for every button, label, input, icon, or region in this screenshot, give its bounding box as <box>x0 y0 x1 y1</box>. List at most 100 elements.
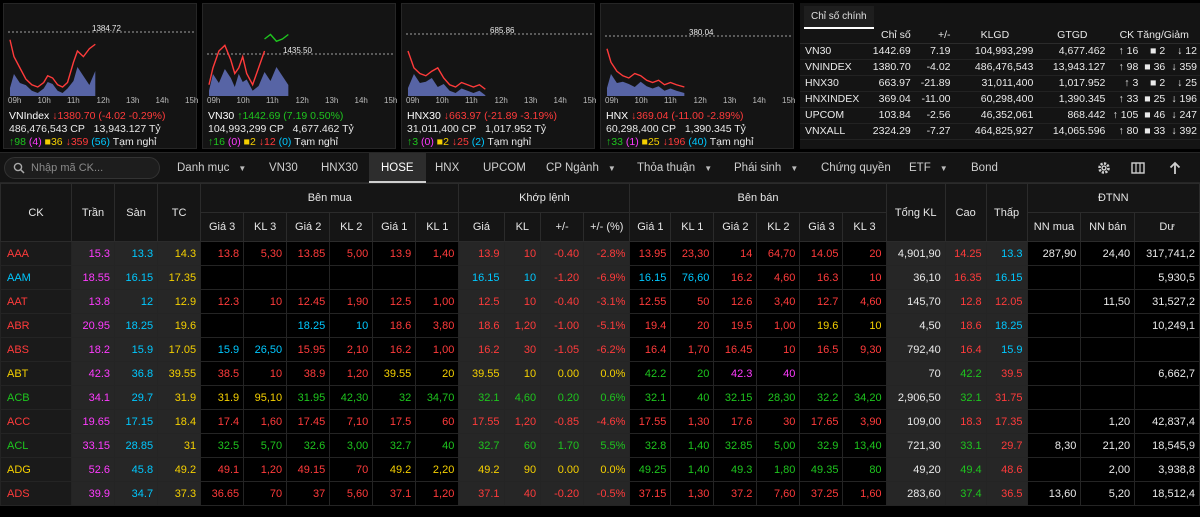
index-name: HNXINDEX <box>800 91 863 108</box>
tab-hnx30[interactable]: HNX30 <box>321 153 358 183</box>
bid2-price: 37 <box>286 481 331 506</box>
col-ceiling[interactable]: Trần <box>71 183 116 242</box>
table-row[interactable]: ABS 18.2 15.9 17.05 15.9 26,50 15.95 2,10 16.2 1,… <box>0 337 1200 362</box>
subcol-5[interactable]: KL 1 <box>415 212 460 242</box>
summary-row[interactable]: HNX30 663.97 -21.89 31,011,400 1,017.952 ↑ 3 ■… <box>800 75 1200 92</box>
foreign-sell: 2,00 <box>1080 457 1136 482</box>
match-volume: 10 <box>503 265 542 290</box>
tab-etf[interactable]: ETF ▼ <box>909 153 948 183</box>
subcol-15[interactable]: KL 3 <box>842 212 887 242</box>
advancers: ↑ 33 <box>1108 91 1142 108</box>
subcol-11[interactable]: KL 1 <box>670 212 715 242</box>
tab-upcom[interactable]: UPCOM <box>483 153 526 183</box>
subcol-16[interactable]: NN mua <box>1026 212 1082 242</box>
subcol-10[interactable]: Giá 1 <box>629 212 672 242</box>
summary-row[interactable]: UPCOM 103.84 -2.56 46,352,061 868.442 ↑ 105 ■ … <box>800 107 1200 124</box>
index-card-hnx[interactable]: 380.04 09h 10h 11h 12h 13h 14h 15h HNX ↓369.04 (… <box>600 3 795 149</box>
table-row[interactable]: ACB 34.1 29.7 31.9 31.9 95,10 31.95 42,30 32 34,7… <box>0 385 1200 410</box>
match-volume: 4,60 <box>503 385 542 410</box>
match-change-pct: -3.1% <box>583 289 631 314</box>
match-volume: 60 <box>503 433 542 458</box>
col-low[interactable]: Thấp <box>985 183 1028 242</box>
stock-search[interactable] <box>4 157 160 179</box>
search-input[interactable] <box>31 160 157 176</box>
tab-chứng-quyền[interactable]: Chứng quyền <box>821 153 891 183</box>
subcol-14[interactable]: Giá 3 <box>799 212 844 242</box>
table-row[interactable]: ABT 42.3 36.8 39.55 38.5 10 38.9 1,20 39.55 20 39.… <box>0 361 1200 386</box>
symbol-cell[interactable]: AAM <box>0 265 73 290</box>
ask2-price: 16.45 <box>713 337 758 362</box>
subcol-7[interactable]: KL <box>503 212 542 242</box>
bid3-price: 49.1 <box>200 457 245 482</box>
summary-row[interactable]: VN30 1442.69 7.19 104,993,299 4,677.462 ↑ 16 ■… <box>800 43 1200 60</box>
ask3-price: 16.3 <box>799 265 844 290</box>
index-card-hnx30[interactable]: 685.86 09h 10h 11h 12h 13h 14h 15h HNX30 ↓663.97… <box>401 3 596 149</box>
columns-icon[interactable] <box>1131 161 1145 175</box>
index-card-vnindex[interactable]: 1384.72 09h 10h 11h 12h 13h 14h 15h VNIndex ↓138… <box>3 3 198 149</box>
subcol-8[interactable]: +/- <box>540 212 585 242</box>
col-ck[interactable]: CK <box>0 183 73 242</box>
table-row[interactable]: ACL 33.15 28.85 31 32.5 5,70 32.6 3,00 32.7 40 32.… <box>0 433 1200 458</box>
match-price: 39.55 <box>458 361 505 386</box>
ask1-volume: 1,30 <box>670 409 715 434</box>
symbol-cell[interactable]: ACC <box>0 409 73 434</box>
table-row[interactable]: ADG 52.6 45.8 49.2 49.1 1,20 49.15 70 49.2 2,20 49… <box>0 457 1200 482</box>
bid2-price: 15.95 <box>286 337 331 362</box>
table-row[interactable]: ABR 20.95 18.25 19.6 18.25 10 18.6 3,80 18.6 1,20… <box>0 313 1200 338</box>
subcol-1[interactable]: KL 3 <box>243 212 288 242</box>
symbol-cell[interactable]: ACB <box>0 385 73 410</box>
subcol-2[interactable]: Giá 2 <box>286 212 331 242</box>
subcol-9[interactable]: +/- (%) <box>583 212 631 242</box>
advancers: ↑33 <box>606 136 623 148</box>
tab-hnx[interactable]: HNX <box>435 153 459 183</box>
table-row[interactable]: ADS 39.9 34.7 37.3 36.65 70 37 5,60 37.1 1,20 37.1… <box>0 481 1200 506</box>
ceiling-price: 18.2 <box>71 337 116 362</box>
foreign-sell: 24,40 <box>1080 241 1136 266</box>
tab-main-indices[interactable]: Chỉ số chính <box>804 6 874 29</box>
summary-row[interactable]: VNXALL 2324.29 -7.27 464,825,927 14,065.596 ↑… <box>800 123 1200 140</box>
index-card-vn30[interactable]: 1435.50 09h 10h 11h 12h 13h 14h 15h VN30 ↑1442.6… <box>202 3 397 149</box>
subcol-13[interactable]: KL 2 <box>756 212 801 242</box>
market-overview: 1384.72 09h 10h 11h 12h 13h 14h 15h VNIndex ↓138… <box>0 0 1200 151</box>
subcol-6[interactable]: Giá <box>458 212 505 242</box>
index-name: VNXALL <box>800 123 863 140</box>
symbol-cell[interactable]: AAT <box>0 289 73 314</box>
col-total-volume[interactable]: Tổng KL <box>885 183 946 242</box>
ask1-volume: 20 <box>670 313 715 338</box>
tab-vn30[interactable]: VN30 <box>269 153 298 183</box>
subcol-4[interactable]: Giá 1 <box>372 212 417 242</box>
symbol-cell[interactable]: ABT <box>0 361 73 386</box>
table-row[interactable]: AAA 15.3 13.3 14.3 13.8 5,30 13.85 5,00 13.9 1,40… <box>0 241 1200 266</box>
symbol-cell[interactable]: AAA <box>0 241 73 266</box>
arrow-up-icon[interactable] <box>1168 161 1182 175</box>
col-floor[interactable]: Sàn <box>114 183 159 242</box>
symbol-cell[interactable]: ABR <box>0 313 73 338</box>
symbol-cell[interactable]: ADS <box>0 481 73 506</box>
tab-bond[interactable]: Bond <box>971 153 998 183</box>
table-row[interactable]: ACC 19.65 17.15 18.4 17.4 1,60 17.45 7,10 17.5 60… <box>0 409 1200 434</box>
subcol-0[interactable]: Giá 3 <box>200 212 245 242</box>
floor-price: 18.25 <box>114 313 159 338</box>
tab-hose[interactable]: HOSE <box>369 153 426 183</box>
tab-thỏa-thuận[interactable]: Thỏa thuận ▼ <box>637 153 712 183</box>
gear-icon[interactable] <box>1097 161 1111 175</box>
tab-phái-sinh[interactable]: Phái sinh ▼ <box>734 153 798 183</box>
bid3-price <box>200 313 245 338</box>
col-high[interactable]: Cao <box>944 183 987 242</box>
summary-row[interactable]: VNINDEX 1380.70 -4.02 486,476,543 13,943.127… <box>800 59 1200 76</box>
table-row[interactable]: AAT 13.8 12 12.9 12.3 10 12.45 1,90 12.5 1,00 12.5… <box>0 289 1200 314</box>
subcol-17[interactable]: NN bán <box>1080 212 1136 242</box>
bid1-volume: 34,70 <box>415 385 460 410</box>
summary-row[interactable]: HNXINDEX 369.04 -11.00 60,298,400 1,390.345 ↑… <box>800 91 1200 108</box>
total-volume: 2,906,50 <box>885 385 946 410</box>
tab-danh-mục[interactable]: Danh mục ▼ <box>177 153 246 183</box>
symbol-cell[interactable]: ABS <box>0 337 73 362</box>
table-row[interactable]: AAM 18.55 16.15 17.35 16.15 10 -1.20 -6.9% 16.15… <box>0 265 1200 290</box>
symbol-cell[interactable]: ADG <box>0 457 73 482</box>
tab-cp-ngành[interactable]: CP Ngành ▼ <box>546 153 616 183</box>
subcol-3[interactable]: KL 2 <box>329 212 374 242</box>
subcol-12[interactable]: Giá 2 <box>713 212 758 242</box>
symbol-cell[interactable]: ACL <box>0 433 73 458</box>
col-reference[interactable]: TC <box>157 183 202 242</box>
subcol-18[interactable]: Dư <box>1134 212 1200 242</box>
